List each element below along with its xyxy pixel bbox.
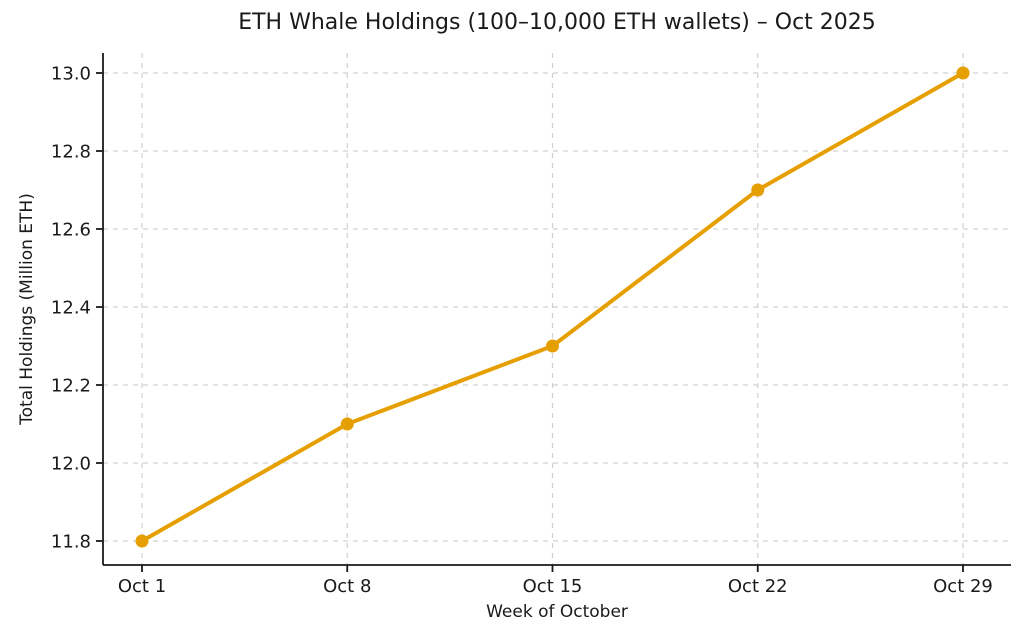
data-point-marker xyxy=(546,339,559,353)
y-axis-label: Total Holdings (Million ETH) xyxy=(17,193,37,425)
y-tick-label: 12.2 xyxy=(51,375,91,396)
data-point-marker xyxy=(751,183,765,197)
x-tick-label: Oct 1 xyxy=(118,576,166,597)
y-tick-label: 12.4 xyxy=(51,297,91,318)
x-tick-label: Oct 29 xyxy=(933,576,993,597)
data-point-marker xyxy=(135,534,149,548)
y-tick-label: 12.6 xyxy=(51,219,91,240)
y-tick-label: 12.8 xyxy=(51,141,91,162)
data-point-marker xyxy=(956,66,970,80)
chart-title: ETH Whale Holdings (100–10,000 ETH walle… xyxy=(238,10,876,35)
y-tick-label: 13.0 xyxy=(51,63,91,84)
y-tick-label: 11.8 xyxy=(51,531,91,552)
x-tick-label: Oct 22 xyxy=(728,576,788,597)
x-tick-label: Oct 8 xyxy=(323,576,371,597)
x-tick-label: Oct 15 xyxy=(523,576,583,597)
x-axis-label: Week of October xyxy=(486,602,628,622)
y-tick-label: 12.0 xyxy=(51,453,91,474)
data-point-marker xyxy=(340,417,354,431)
